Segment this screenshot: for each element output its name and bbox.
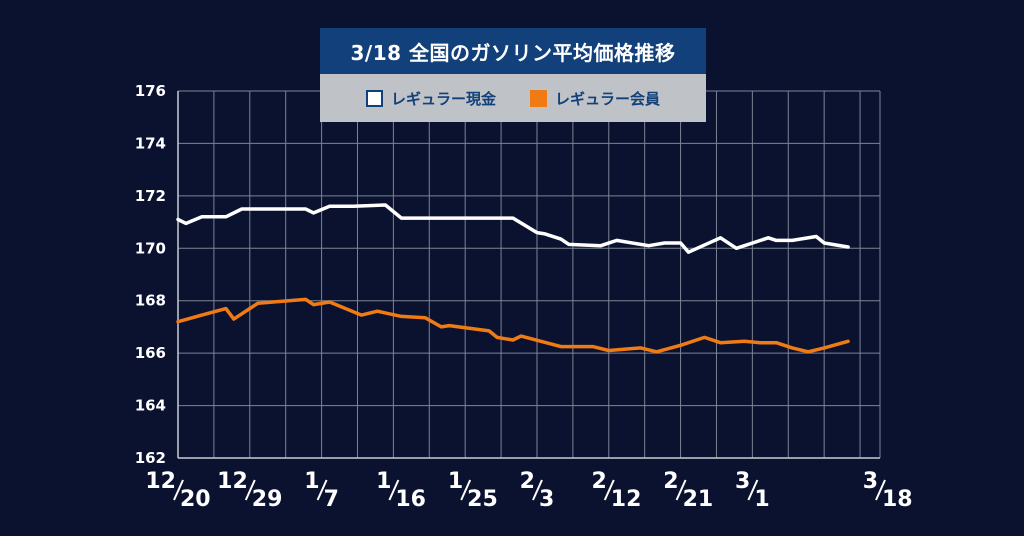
legend-item-member: レギュラー会員 bbox=[530, 88, 660, 109]
legend-swatch-member bbox=[530, 89, 547, 107]
x-tick-label: 116 bbox=[376, 469, 426, 512]
y-axis-tick-labels: 162 164 166 168 170 172 174 176 bbox=[135, 82, 166, 467]
x-tick-slash bbox=[173, 479, 184, 501]
x-tick-month: 2 bbox=[520, 469, 535, 494]
x-tick-month: 3 bbox=[735, 469, 750, 494]
x-tick-slash bbox=[875, 479, 886, 501]
x-tick-day: 21 bbox=[683, 487, 714, 512]
legend: レギュラー現金 レギュラー会員 bbox=[320, 74, 706, 122]
legend-swatch-cash bbox=[365, 89, 383, 107]
y-tick-label: 170 bbox=[135, 239, 166, 257]
series-lines bbox=[176, 203, 850, 354]
legend-label-cash: レギュラー現金 bbox=[390, 89, 496, 108]
x-tick-month: 12 bbox=[217, 469, 248, 494]
y-tick-label: 166 bbox=[135, 344, 166, 362]
x-tick-slash bbox=[532, 479, 543, 501]
x-tick-slash bbox=[747, 479, 759, 501]
chart-title-text: 3/18 全国のガソリン平均価格推移 bbox=[350, 40, 676, 65]
series-line-member bbox=[176, 297, 850, 354]
y-tick-label: 164 bbox=[135, 397, 166, 415]
x-tick-label: 221 bbox=[663, 469, 713, 512]
x-tick-day: 16 bbox=[395, 487, 426, 512]
x-tick-day: 25 bbox=[467, 487, 498, 512]
x-tick-label: 318 bbox=[863, 469, 913, 512]
legend-label-member: レギュラー会員 bbox=[555, 89, 661, 108]
x-tick-day: 20 bbox=[180, 487, 211, 512]
x-tick-month: 2 bbox=[663, 469, 678, 494]
x-tick-month: 2 bbox=[591, 469, 606, 494]
y-tick-label: 172 bbox=[135, 187, 166, 205]
x-tick-label: 125 bbox=[448, 469, 498, 512]
x-tick-day: 1 bbox=[754, 487, 769, 512]
x-tick-month: 1 bbox=[376, 469, 391, 494]
x-tick-day: 3 bbox=[539, 487, 554, 512]
x-tick-label: 17 bbox=[304, 469, 339, 512]
grid bbox=[177, 90, 881, 459]
x-tick-label: 212 bbox=[591, 469, 641, 512]
y-tick-label: 162 bbox=[135, 449, 166, 467]
legend-item-cash: レギュラー現金 bbox=[365, 88, 496, 109]
x-tick-month: 12 bbox=[145, 469, 176, 494]
x-tick-day: 29 bbox=[252, 487, 283, 512]
x-tick-month: 3 bbox=[863, 469, 878, 494]
chart-title: 3/18 全国のガソリン平均価格推移 bbox=[320, 28, 706, 74]
series-line-cash bbox=[176, 203, 850, 254]
y-tick-label: 174 bbox=[135, 134, 166, 152]
x-tick-day: 18 bbox=[882, 487, 913, 512]
x-tick-day: 7 bbox=[324, 487, 339, 512]
x-tick-slash bbox=[460, 479, 472, 501]
y-tick-label: 168 bbox=[135, 292, 166, 310]
x-tick-day: 12 bbox=[611, 487, 642, 512]
x-tick-label: 23 bbox=[520, 469, 555, 512]
x-tick-slash bbox=[316, 479, 328, 501]
x-tick-slash bbox=[244, 479, 256, 501]
x-tick-month: 1 bbox=[304, 469, 319, 494]
x-tick-label: 31 bbox=[735, 469, 770, 512]
y-tick-label: 176 bbox=[135, 82, 166, 100]
x-tick-slash bbox=[388, 479, 400, 501]
x-tick-slash bbox=[675, 479, 687, 501]
x-tick-month: 1 bbox=[448, 469, 463, 494]
x-tick-slash bbox=[603, 479, 615, 501]
